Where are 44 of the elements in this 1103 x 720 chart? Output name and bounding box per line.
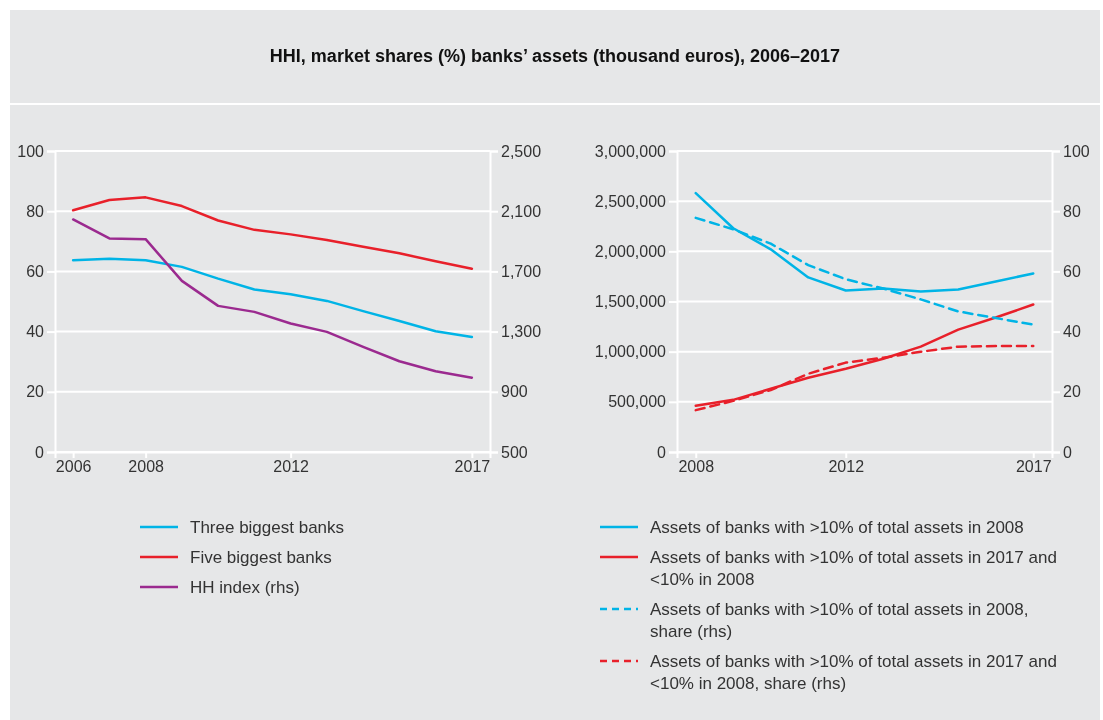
y2-tick-label: 1,300 bbox=[501, 323, 542, 341]
legend-label: Assets of banks with >10% of total assets in 2017 and <10% in 2008 bbox=[650, 548, 1057, 590]
x-tick-label: 2012 bbox=[828, 458, 865, 476]
y-tick-label: 3,000,000 bbox=[594, 142, 667, 160]
y-tick-label: 0 bbox=[657, 443, 667, 461]
x-tick-label: 2006 bbox=[55, 458, 92, 476]
line-series bbox=[71, 218, 474, 379]
legend-label: HH index (rhs) bbox=[190, 578, 300, 597]
y2-tick-label: 80 bbox=[1063, 202, 1081, 220]
y-tick-label: 0 bbox=[35, 443, 45, 461]
y-tick-label: 20 bbox=[26, 383, 45, 401]
legend-label: Assets of banks with >10% of total assets in 2017 and <10% in 2008, share (rhs) bbox=[650, 652, 1057, 694]
y-tick-label: 80 bbox=[26, 202, 45, 220]
legend-label: Five biggest banks bbox=[190, 548, 332, 567]
y2-tick-label: 60 bbox=[1063, 263, 1081, 281]
x-tick-label: 2008 bbox=[128, 458, 165, 476]
x-tick-label: 2017 bbox=[1015, 458, 1052, 476]
y2-tick-label: 100 bbox=[1063, 142, 1090, 160]
y2-tick-label: 0 bbox=[1063, 443, 1072, 461]
y2-tick-label: 2,100 bbox=[501, 202, 542, 220]
y-tick-label: 40 bbox=[26, 323, 45, 341]
legend-label: Three biggest banks bbox=[190, 518, 345, 537]
y2-tick-label: 40 bbox=[1063, 323, 1081, 341]
line-series bbox=[71, 196, 474, 270]
y-tick-label: 100 bbox=[17, 142, 45, 160]
x-tick-label: 2008 bbox=[678, 458, 715, 476]
y2-tick-label: 2,500 bbox=[501, 142, 542, 160]
legend-label: Assets of banks with >10% of total assets in 2008 bbox=[650, 518, 1024, 537]
y-tick-label: 60 bbox=[26, 263, 45, 281]
line-series bbox=[694, 303, 1035, 408]
line-series bbox=[71, 257, 474, 339]
y-tick-label: 2,500,000 bbox=[594, 192, 667, 210]
y2-tick-label: 900 bbox=[501, 383, 528, 401]
y2-tick-label: 500 bbox=[501, 443, 528, 461]
y2-tick-label: 20 bbox=[1063, 383, 1081, 401]
y2-tick-label: 1,700 bbox=[501, 263, 542, 281]
x-tick-label: 2012 bbox=[273, 458, 310, 476]
y-tick-label: 1,000,000 bbox=[594, 343, 667, 361]
y-tick-label: 1,500,000 bbox=[594, 293, 667, 311]
y-tick-label: 500,000 bbox=[608, 393, 667, 411]
x-tick-label: 2017 bbox=[454, 458, 491, 476]
text: HHI, market shares (%) banks’ assets (thousand euros), 2006–2017 bbox=[10, 10, 1100, 105]
y-tick-label: 2,000,000 bbox=[594, 242, 667, 260]
legend-label: Assets of banks with >10% of total assets in 2008, share (rhs) bbox=[650, 600, 1029, 642]
